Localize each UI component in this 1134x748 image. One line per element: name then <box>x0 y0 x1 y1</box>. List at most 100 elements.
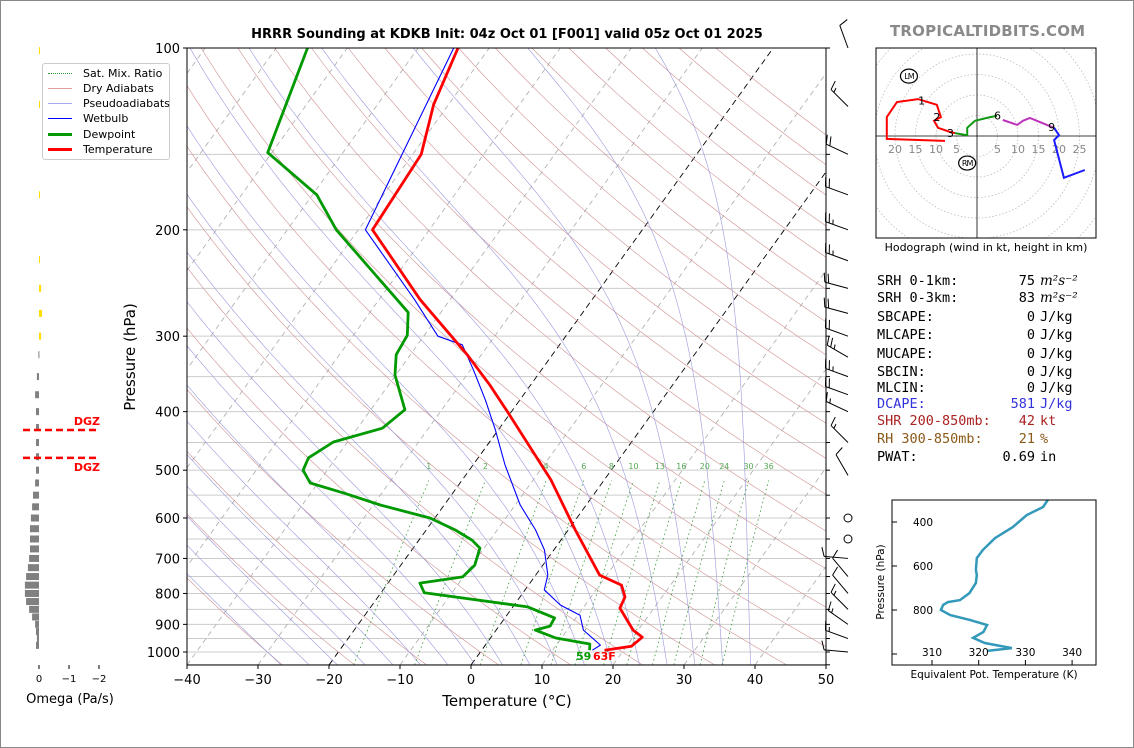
pseudoadiabat <box>187 515 338 665</box>
omega-bar <box>26 598 39 606</box>
barb-feather <box>833 87 837 93</box>
pseudoadiabat <box>187 485 366 665</box>
barb-feather <box>830 80 836 90</box>
legend-item-pseudoadiabats: Pseudoadiabats <box>48 96 170 111</box>
wind-barb <box>830 583 849 610</box>
stat-row: DCAPE: 581 J/kg <box>877 396 1092 413</box>
theta-e-y-tick-label: 800 <box>913 605 933 617</box>
mixing-ratio-label: 13 <box>655 462 665 471</box>
stat-unit: in <box>1040 449 1057 465</box>
omega-bar <box>36 439 39 447</box>
stat-unit: J/kg <box>1040 380 1073 396</box>
stat-label: RH 300-850mb: <box>877 431 983 447</box>
y-axis-label: Pressure (hPa) <box>121 303 139 411</box>
mixing-ratio-label: 6 <box>581 462 586 471</box>
barb-feather <box>829 398 831 404</box>
mixing-ratio-label: 16 <box>676 462 686 471</box>
hodograph: 20 15 10 5 5 10 15 20 25 123 6 9 LM RM Hodograph (wind… <box>875 47 1097 254</box>
pseudoadiabat <box>413 48 696 665</box>
hodograph-ring-label: 15 <box>909 143 923 156</box>
storm-motion-marker <box>958 155 977 171</box>
hodograph-ring-label: 15 <box>1032 143 1046 156</box>
surface-dewpoint-label: 59 <box>576 650 591 663</box>
stat-label: SRH 0-1km: <box>877 273 959 289</box>
barb-feather <box>825 134 828 145</box>
barb-staff <box>835 454 849 476</box>
stat-row: SHR 200-850mb: 42 kt <box>877 413 1092 430</box>
stat-unit: m²s⁻² <box>1040 290 1078 306</box>
wind-barb <box>832 549 849 577</box>
storm-motion-marker <box>899 68 919 84</box>
isotherm-line <box>541 269 826 665</box>
omega-bar <box>30 535 39 543</box>
mixing-ratio-label: 1 <box>426 462 431 471</box>
omega-bar <box>30 514 39 522</box>
omega-bar <box>36 408 39 416</box>
dry-adiabat <box>200 48 826 608</box>
isotherm-line <box>612 368 826 665</box>
dry-adiabat <box>311 48 826 495</box>
legend-item-dewpoint: Dewpoint <box>48 127 135 142</box>
hodograph-height-label: 2 <box>933 111 940 124</box>
stat-label: MLCIN: <box>877 380 926 396</box>
y-tick-label: 400 <box>155 406 180 421</box>
hodograph-ring-label: 20 <box>1052 143 1066 156</box>
legend-label: Sat. Mix. Ratio <box>83 67 163 80</box>
theta-e-x-tick-label: 330 <box>1015 647 1035 659</box>
wind-barb <box>821 547 849 559</box>
mixing-ratio-label: 36 <box>764 462 774 471</box>
mixing-ratio-line <box>626 480 682 665</box>
omega-bar <box>39 47 40 55</box>
omega-bar <box>36 641 39 649</box>
stat-row: SRH 0-1km: 75 m²s⁻² <box>877 273 1092 290</box>
stat-row: SBCAPE: 0 J/kg <box>877 309 1092 326</box>
x-tick-label: 10 <box>534 673 551 688</box>
isotherm-line <box>257 48 703 665</box>
stat-value: 581 <box>1010 396 1035 412</box>
legend-item-temperature: Temperature <box>48 142 153 157</box>
omega-bar <box>35 479 39 487</box>
dgz-label: DGZ <box>74 415 100 428</box>
pseudoadiabat <box>187 251 531 665</box>
wind-barb <box>824 358 849 378</box>
omega-bar <box>35 391 39 399</box>
legend-item-wetbulb: Wetbulb <box>48 111 128 126</box>
wind-barb <box>821 640 849 653</box>
omega-bar <box>36 424 39 432</box>
barb-staff <box>832 557 849 577</box>
isotherm-line <box>187 48 490 469</box>
barb-feather <box>833 590 837 596</box>
wind-barb <box>824 620 849 640</box>
stat-unit: kt <box>1040 413 1057 429</box>
omega-bar <box>26 573 39 581</box>
stat-value: 0 <box>1026 380 1035 396</box>
x-tick-label: −20 <box>315 673 342 688</box>
omega-bar <box>32 613 39 621</box>
stat-row: SBCIN: 0 J/kg <box>877 364 1092 381</box>
barb-feather <box>823 297 826 308</box>
pseudoadiabat <box>527 48 723 665</box>
stat-row: SRH 0-3km: 83 m²s⁻² <box>877 290 1092 307</box>
legend-label: Wetbulb <box>83 112 129 125</box>
omega-bar <box>30 545 39 553</box>
dry-adiabat <box>187 577 283 665</box>
hodograph-ring-label: 10 <box>1011 143 1025 156</box>
temperature-line <box>371 48 644 652</box>
pseudoadiabat <box>187 544 310 665</box>
y-tick-label: 100 <box>155 42 180 57</box>
omega-bar <box>29 554 39 562</box>
stat-unit: J/kg <box>1040 364 1073 380</box>
omega-bar <box>36 635 39 643</box>
x-tick-label: −40 <box>173 673 200 688</box>
stat-label: SBCAPE: <box>877 309 934 325</box>
omega-panel: DGZ DGZ 0 −1 −2 Omega (Pa/s) <box>23 47 114 707</box>
mixing-ratio-label: 8 <box>609 462 614 471</box>
omega-bar <box>27 564 39 572</box>
omega-tick-label: 0 <box>36 674 42 685</box>
omega-bar <box>38 351 40 359</box>
barb-feather <box>829 136 832 146</box>
hodograph-frame <box>875 47 1097 239</box>
pseudoadiabat <box>187 384 449 665</box>
barb-feather <box>839 19 848 26</box>
omega-bar <box>36 373 39 381</box>
